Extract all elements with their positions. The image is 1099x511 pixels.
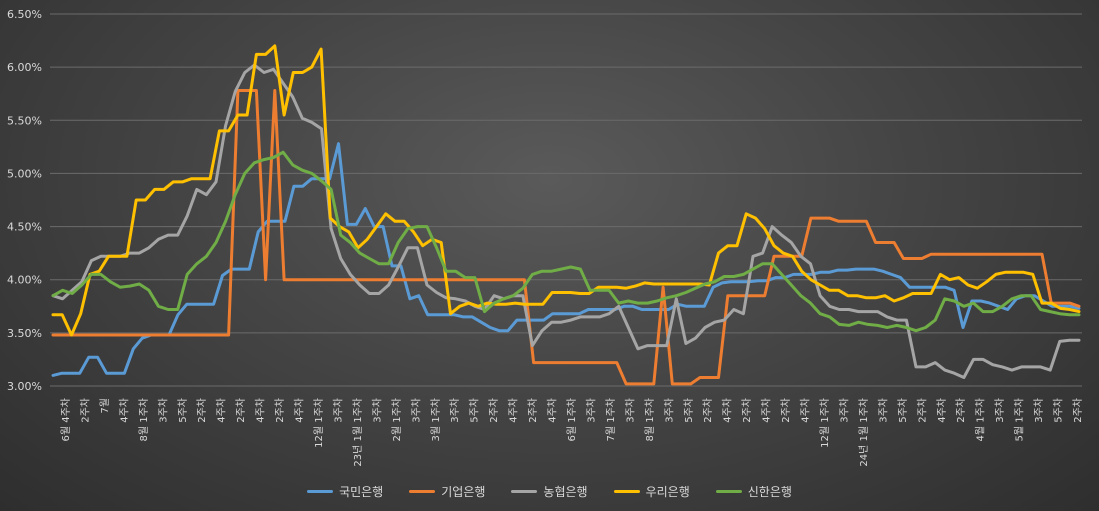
x-tick-label: 3주차: [449, 398, 461, 423]
legend-label: 신한은행: [747, 484, 792, 499]
series-line-국민은행: [51, 142, 1081, 377]
chart-svg: 3.00% 3.50% 4.00% 4.50% 5.00% 5.50% 6.00% 6.50%…: [7, 8, 1084, 467]
x-tick-label: 2주차: [196, 398, 208, 423]
x-tick-label: 5월 1주차: [1014, 398, 1026, 442]
y-tick-label: 3.50%: [7, 327, 42, 340]
x-tick-label: 4주차: [255, 398, 267, 423]
x-tick-label: 4주차: [508, 398, 520, 423]
legend-swatch: [715, 489, 742, 493]
x-tick-label: 2주차: [488, 398, 500, 423]
y-tick-label: 4.50%: [7, 221, 42, 234]
x-tick-label: 5주차: [897, 398, 909, 423]
x-tick-label: 8월 1주차: [644, 398, 656, 442]
x-tick-label: 6월 1주차: [566, 398, 578, 442]
x-tick-label: 5주차: [1053, 398, 1065, 423]
x-tick-label: 5주차: [683, 398, 695, 423]
series-line-농협은행: [51, 63, 1081, 379]
x-tick-label: 12월 1주차: [819, 398, 831, 448]
legend-label: 국민은행: [339, 484, 384, 499]
x-tick-label: 2주차: [741, 398, 753, 423]
x-tick-label: 2주차: [235, 398, 247, 423]
y-tick-label: 6.00%: [7, 61, 42, 74]
x-tick-label: 2주차: [527, 398, 539, 423]
x-tick-label: 3주차: [585, 398, 597, 423]
x-tick-label: 3주차: [663, 398, 675, 423]
legend-item: 신한은행: [715, 483, 792, 500]
x-tick-label: 2주차: [780, 398, 792, 423]
x-tick-label: 4주차: [216, 398, 228, 423]
x-tick-label: 3주차: [371, 398, 383, 423]
x-tick-label: 3주차: [994, 398, 1006, 423]
legend-label: 농협은행: [543, 484, 588, 499]
series-line-신한은행: [51, 150, 1081, 333]
x-tick-label: 2주차: [702, 398, 714, 423]
series-line-우리은행: [51, 44, 1081, 337]
legend-item: 우리은행: [613, 483, 690, 500]
legend-swatch: [613, 489, 640, 493]
x-tick-label: 5주차: [177, 398, 189, 423]
x-tick-label: 7월: [99, 398, 111, 414]
x-tick-label: 3주차: [877, 398, 889, 423]
chart-legend: 국민은행 기업은행 농협은행 우리은행 신한은행: [0, 476, 1099, 506]
x-tick-label: 24년 1월 1주차: [858, 398, 870, 467]
x-tick-label: 4주차: [936, 398, 948, 423]
x-tick-label: 4주차: [761, 398, 773, 423]
y-tick-label: 5.00%: [7, 167, 42, 180]
x-tick-label: 5주차: [469, 398, 481, 423]
x-tick-label: 4주차: [118, 398, 130, 423]
x-tick-label: 4주차: [294, 398, 306, 423]
legend-swatch: [307, 489, 334, 493]
y-tick-label: 6.50%: [7, 8, 42, 21]
x-tick-label: 3주차: [410, 398, 422, 423]
legend-item: 기업은행: [409, 483, 485, 500]
legend-label: 기업은행: [441, 484, 486, 499]
legend-item: 국민은행: [307, 483, 383, 500]
x-tick-label: 2주차: [79, 398, 91, 423]
x-tick-label: 4주차: [722, 398, 734, 423]
x-tick-label: 2월 1주차: [391, 398, 403, 442]
x-tick-label: 3월 1주차: [430, 398, 442, 442]
legend-swatch: [409, 489, 436, 493]
x-tick-label: 3주차: [838, 398, 850, 423]
x-tick-label: 2주차: [955, 398, 967, 423]
x-tick-label: 4주차: [547, 398, 559, 423]
x-tick-label: 6월 4주차: [60, 398, 72, 442]
x-tick-label: 2주차: [1072, 398, 1084, 423]
x-tick-label: 23년 1월 1주차: [352, 398, 364, 467]
x-tick-label: 3주차: [1033, 398, 1045, 423]
series-line-기업은행: [51, 89, 1081, 386]
y-tick-label: 4.00%: [7, 274, 42, 287]
x-tick-label: 8월 1주차: [138, 398, 150, 442]
x-tick-label: 4월 1주차: [975, 398, 987, 442]
x-tick-label: 12월 1주차: [313, 398, 325, 448]
y-tick-label: 3.00%: [7, 380, 42, 393]
x-tick-label: 7월 1주차: [605, 398, 617, 442]
x-tick-label: 3주차: [332, 398, 344, 423]
legend-swatch: [511, 489, 538, 493]
legend-label: 우리은행: [645, 484, 690, 499]
x-tick-label: 2주차: [274, 398, 286, 423]
x-tick-label: 2주차: [916, 398, 928, 423]
x-tick-label: 3주차: [624, 398, 636, 423]
x-tick-label: 3주차: [157, 398, 169, 423]
legend-item: 농협은행: [511, 483, 588, 500]
x-tick-label: 4주차: [800, 398, 812, 423]
y-tick-label: 5.50%: [7, 114, 42, 127]
